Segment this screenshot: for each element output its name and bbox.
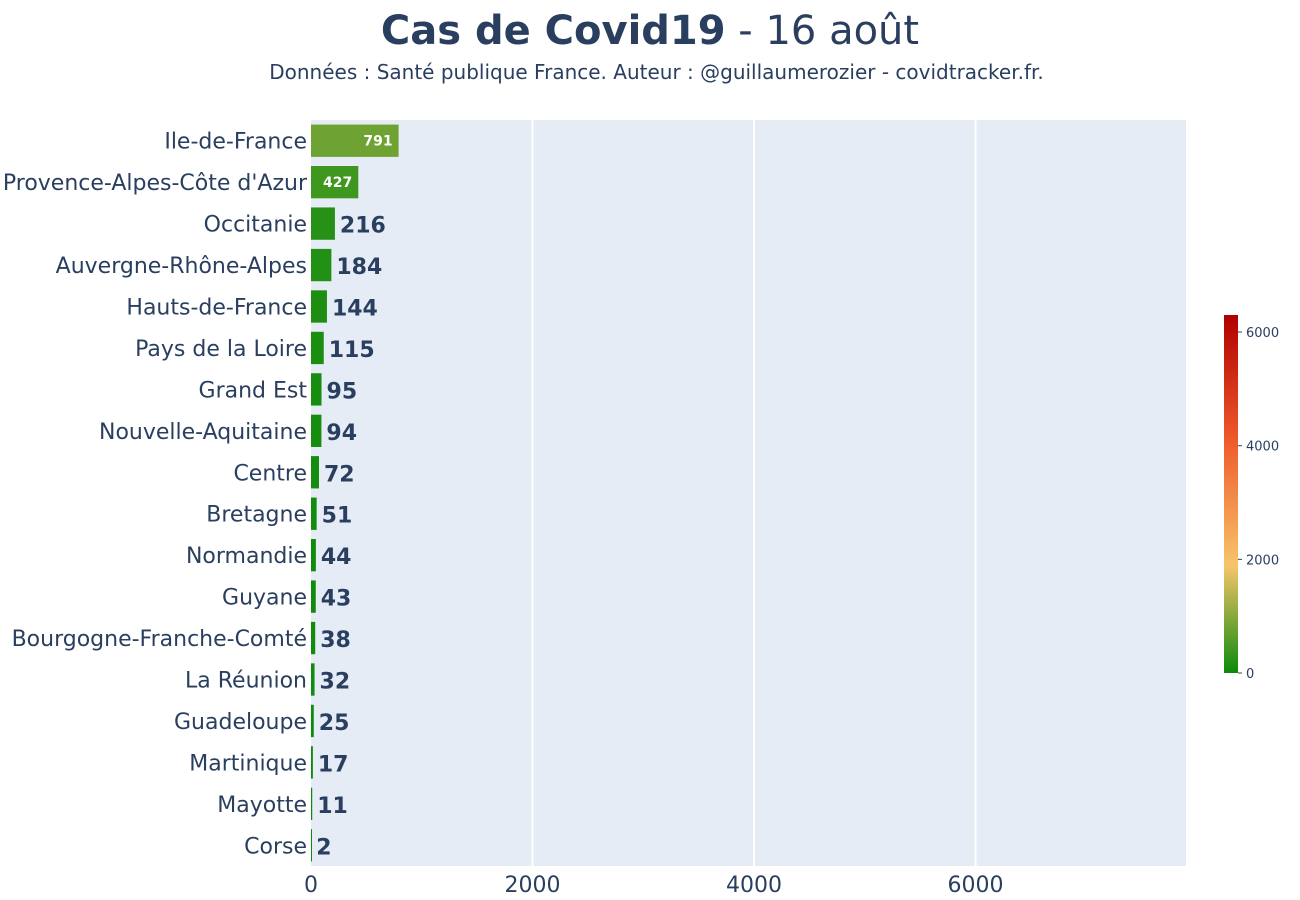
bar [311,621,316,655]
bar-value-label: 51 [322,504,353,529]
bar [311,290,327,323]
category-label: Bourgogne-Franche-Comté [12,627,307,652]
bar-value-label: 32 [320,670,351,695]
bar-value-label: 94 [326,421,357,446]
bar-value-label: 95 [327,379,358,404]
chart-title-bold: Cas de Covid19 [380,8,726,54]
category-label: Guadeloupe [174,710,307,735]
chart-title: Cas de Covid19 - 16 août [0,8,1300,54]
bar [311,746,313,779]
category-label: Corse [244,834,307,859]
category-label: Ile-de-France [164,130,307,155]
bar-value-label: 17 [318,752,349,777]
category-label: Guyane [222,586,307,611]
bar-value-label: 25 [319,711,350,736]
bar-value-label: 184 [336,255,382,280]
x-tick-label: 4000 [726,873,782,898]
category-label: Occitanie [204,213,307,238]
colorbar-tick-label: 6000 [1246,326,1279,341]
bar [311,580,316,613]
category-label: La Réunion [185,669,307,694]
bar [311,124,399,157]
colorbar-tick-label: 2000 [1246,553,1279,568]
bar-value-label: 44 [321,545,352,570]
category-label: Normandie [186,544,307,569]
bar [311,787,313,820]
colorbar [1224,315,1238,673]
bar-value-label: 216 [340,214,386,239]
category-label: Hauts-de-France [126,296,307,321]
bar [311,663,315,696]
bar-value-label: 427 [323,175,352,191]
x-tick-label: 6000 [948,873,1004,898]
x-tick-label: 0 [304,873,318,898]
plot-area [311,120,1186,866]
bar [311,414,322,447]
x-tick-label: 2000 [505,873,561,898]
bar [311,829,312,862]
bar-value-label: 43 [321,587,352,612]
category-label: Mayotte [217,793,307,818]
chart-title-date: - 16 août [725,8,920,54]
bar-value-label: 2 [316,835,331,860]
bar [311,331,324,365]
bar [311,207,335,240]
bar-value-label: 11 [317,794,348,819]
category-label: Pays de la Loire [135,337,307,362]
bar-value-label: 791 [363,134,392,150]
bar [311,456,319,489]
category-label: Martinique [189,751,307,776]
bar [311,248,332,282]
bar [311,497,317,530]
chart-subtitle: Données : Santé publique France. Auteur … [269,60,1044,84]
bar [311,539,316,572]
bar [311,166,359,199]
category-label: Centre [233,461,307,486]
category-label: Auvergne-Rhône-Alpes [56,254,307,279]
category-label: Grand Est [199,378,308,403]
category-label: Nouvelle-Aquitaine [99,420,307,445]
colorbar-tick-label: 0 [1246,667,1254,682]
bar [311,373,322,406]
bar-value-label: 38 [320,628,351,653]
bar-value-label: 115 [329,338,375,363]
bar-value-label: 144 [332,297,378,322]
colorbar-tick-label: 4000 [1246,440,1279,455]
category-label: Bretagne [206,503,307,528]
bar-value-label: 72 [324,462,355,487]
bar [311,704,314,738]
category-label: Provence-Alpes-Côte d'Azur [3,171,308,196]
